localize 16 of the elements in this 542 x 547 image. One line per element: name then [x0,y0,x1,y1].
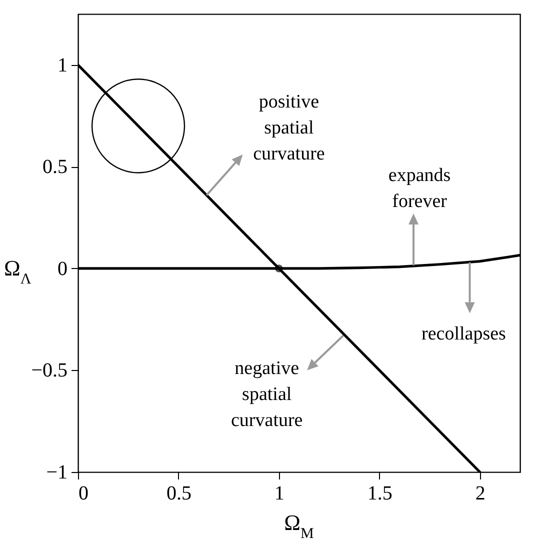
y-axis-title: Ω$_{Λ}$ [4,255,32,288]
x-tick-label: 1 [274,482,284,504]
annotation: expands forever [388,164,451,212]
x-axis-title: Ω$_{M}$ [284,510,314,542]
annotation: positive spatial curvature [253,92,325,165]
annotation: recollapses [422,324,506,345]
y-tick-label: 1 [58,54,68,76]
y-tick-label: 0.5 [42,156,68,178]
x-tick-label: 2 [475,482,486,504]
x-tick-label: 1.5 [367,482,392,504]
x-tick-label: 0 [78,482,88,504]
y-tick-label: −1 [46,462,68,484]
y-tick-label: −0.5 [31,360,68,382]
x-tick-label: 0.5 [166,482,192,504]
y-tick-label: 0 [58,258,68,280]
annotation: negative spatial curvature [230,358,303,432]
